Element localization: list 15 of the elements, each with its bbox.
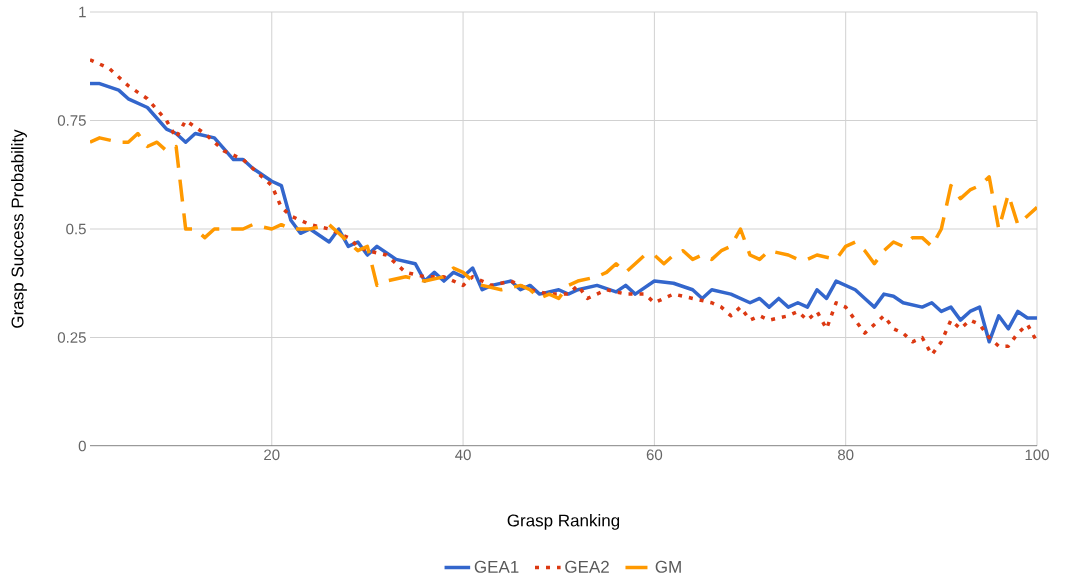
y-tick-label: 0.5	[66, 223, 86, 235]
x-axis-title: Grasp Ranking	[507, 514, 620, 530]
legend-label: GEA1	[474, 560, 519, 573]
y-tick-label: 0.75	[57, 115, 86, 126]
legend-label: GEA2	[565, 560, 609, 573]
x-tick-label: 60	[646, 449, 663, 461]
x-tick-label: 80	[838, 449, 854, 461]
y-tick-label: 1	[79, 6, 86, 18]
x-tick-label: 100	[1025, 449, 1049, 461]
x-tick-label: 20	[264, 449, 280, 461]
y-tick-label: 0	[78, 440, 86, 452]
y-axis-title: Grasp Success Probability	[11, 129, 27, 328]
y-tick-label: 0.25	[57, 332, 86, 343]
legend-label: GM	[655, 560, 681, 573]
x-tick-label: 40	[455, 449, 471, 461]
